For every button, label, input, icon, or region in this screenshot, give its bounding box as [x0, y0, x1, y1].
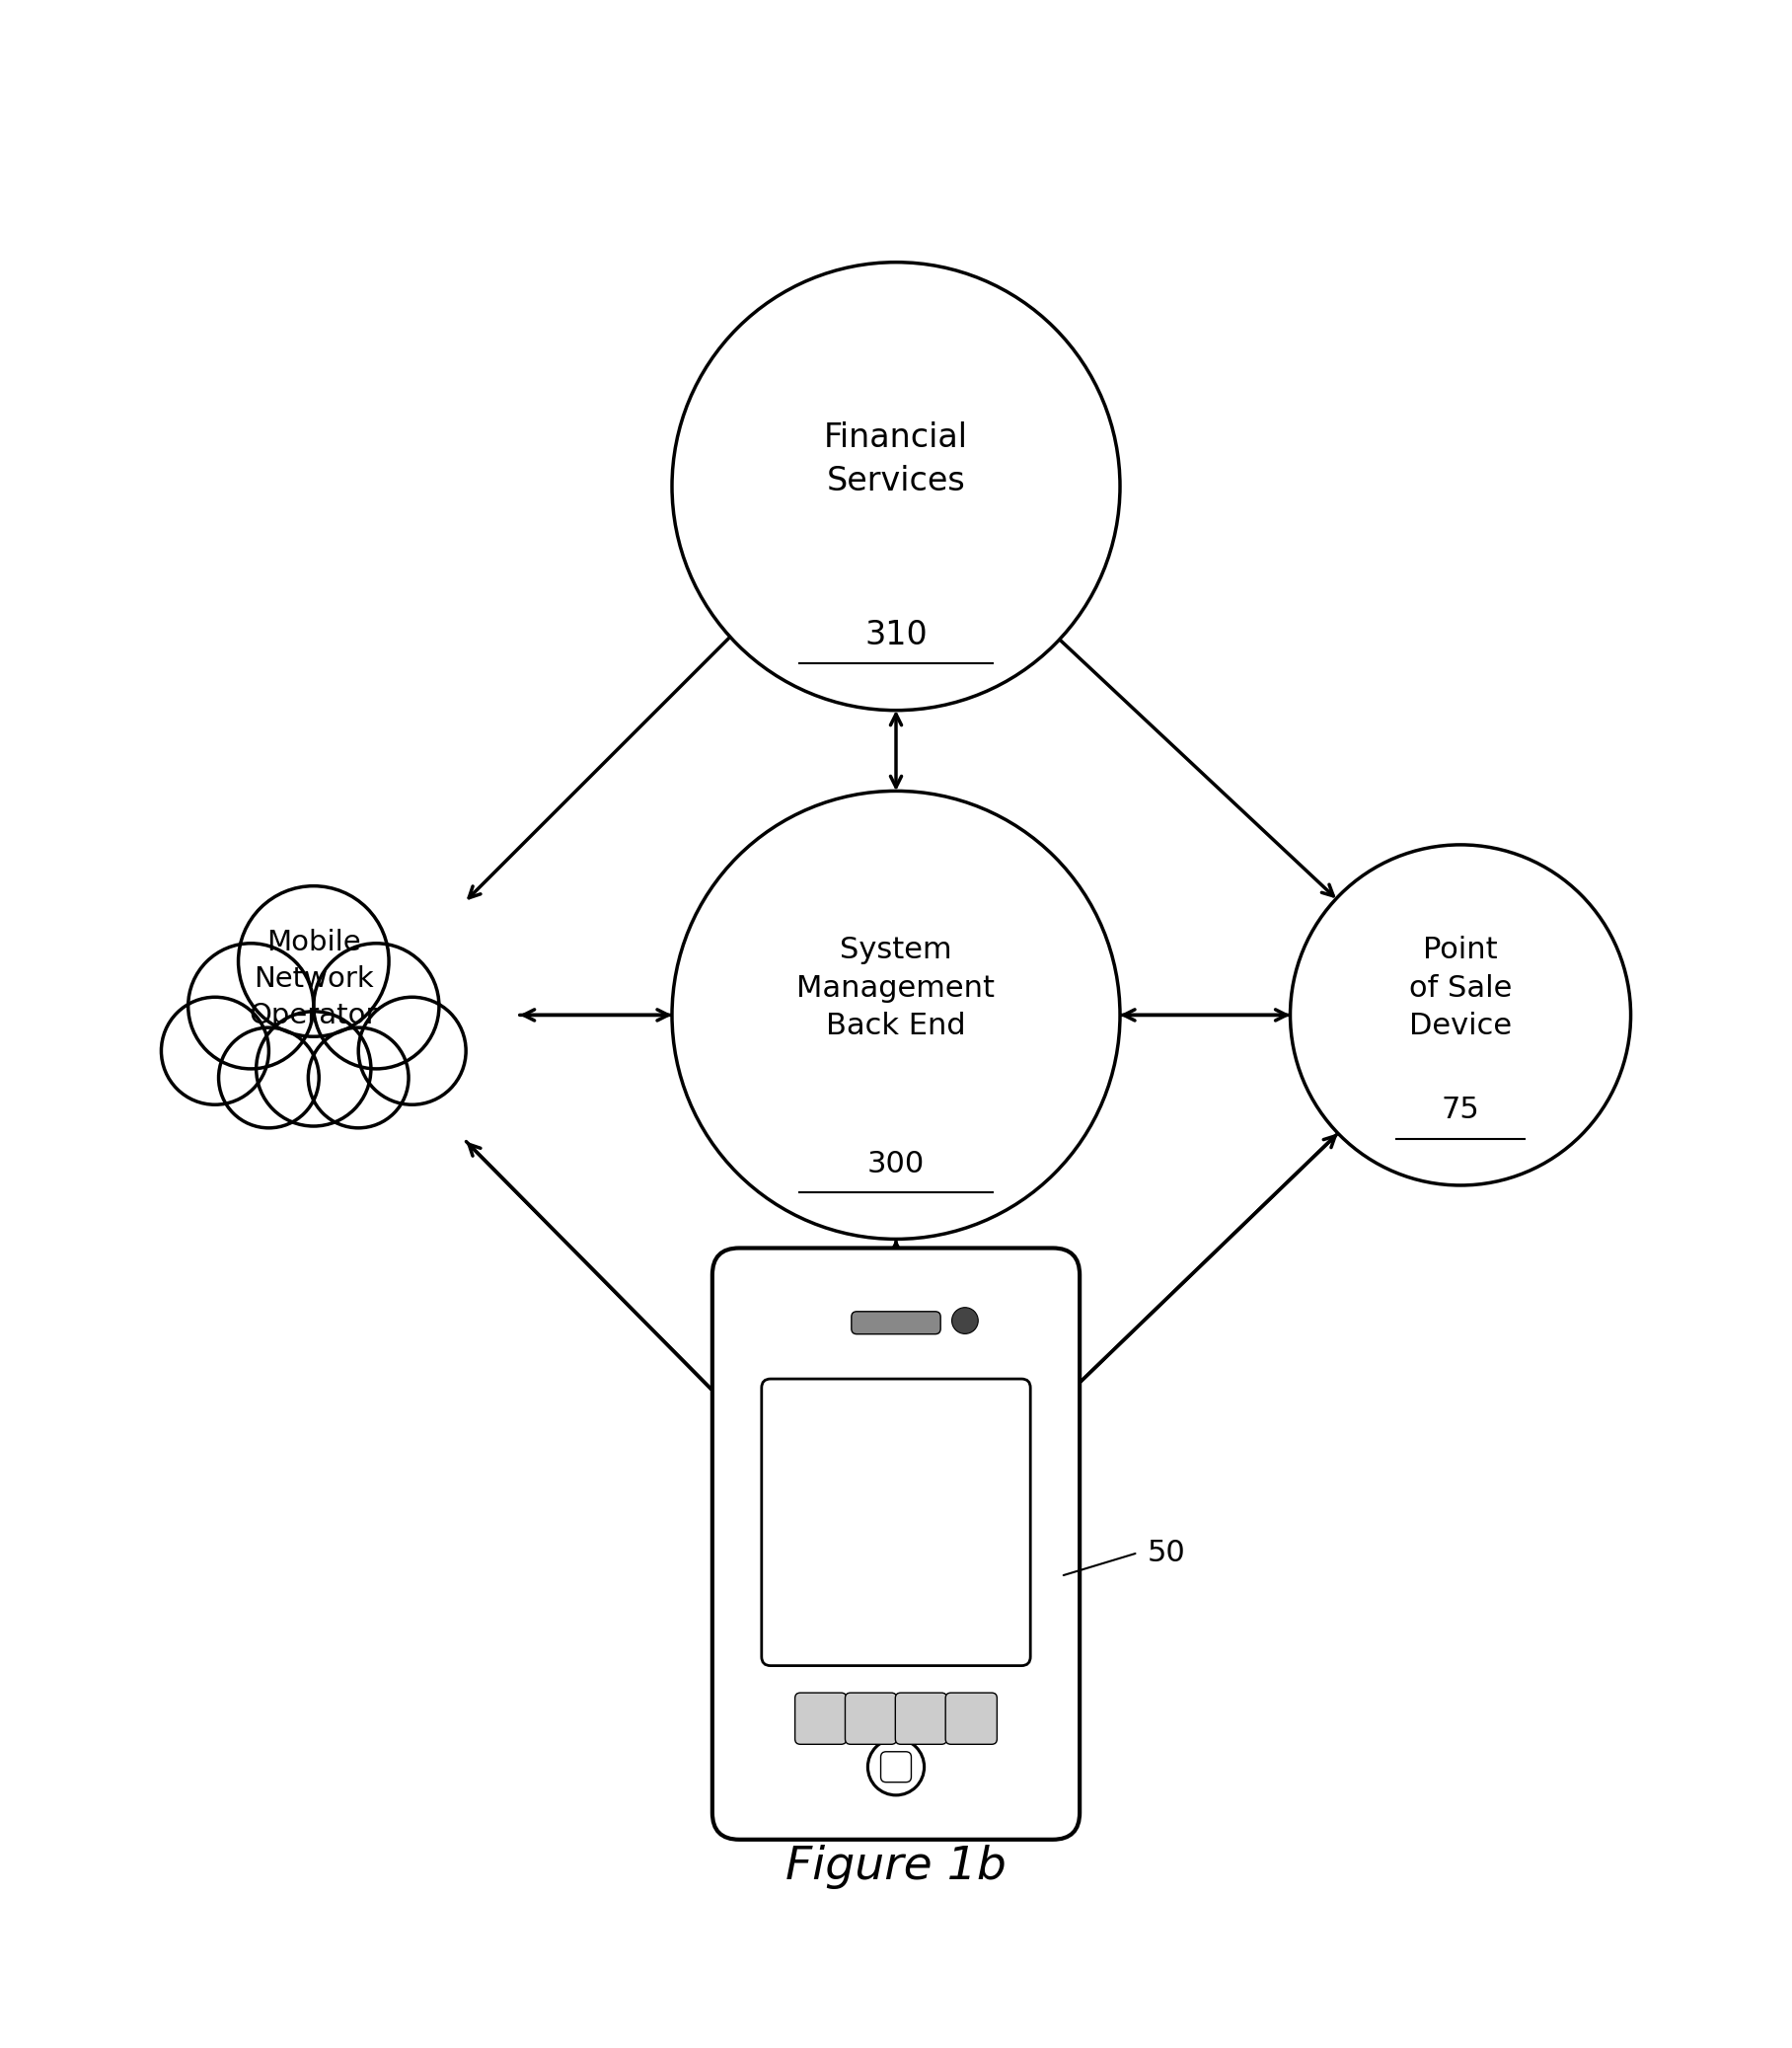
- Text: 310: 310: [864, 618, 928, 651]
- Circle shape: [1290, 844, 1631, 1186]
- Text: Mobile
Network
Operator: Mobile Network Operator: [249, 930, 378, 1030]
- FancyBboxPatch shape: [762, 1378, 1030, 1665]
- Circle shape: [358, 997, 466, 1104]
- Circle shape: [314, 944, 439, 1069]
- Text: System
Management
Back End: System Management Back End: [797, 936, 995, 1040]
- FancyBboxPatch shape: [846, 1694, 896, 1745]
- Text: Figure 1b: Figure 1b: [785, 1843, 1007, 1888]
- Text: 300: 300: [867, 1149, 925, 1178]
- Circle shape: [256, 1012, 371, 1126]
- Circle shape: [161, 997, 269, 1104]
- Circle shape: [219, 1028, 319, 1128]
- FancyBboxPatch shape: [946, 1694, 996, 1745]
- FancyBboxPatch shape: [896, 1694, 946, 1745]
- Circle shape: [238, 887, 389, 1036]
- Circle shape: [308, 1028, 409, 1128]
- Circle shape: [672, 791, 1120, 1239]
- FancyBboxPatch shape: [711, 1247, 1079, 1839]
- FancyBboxPatch shape: [796, 1694, 846, 1745]
- Text: 50: 50: [1147, 1538, 1185, 1567]
- Circle shape: [867, 1739, 925, 1796]
- Circle shape: [188, 944, 314, 1069]
- Text: 75: 75: [1441, 1096, 1480, 1124]
- Text: Point
of Sale
Device: Point of Sale Device: [1409, 936, 1512, 1040]
- FancyBboxPatch shape: [851, 1311, 941, 1333]
- Circle shape: [952, 1307, 978, 1333]
- FancyBboxPatch shape: [880, 1751, 912, 1782]
- Text: Financial
Services: Financial Services: [824, 422, 968, 498]
- Circle shape: [672, 262, 1120, 711]
